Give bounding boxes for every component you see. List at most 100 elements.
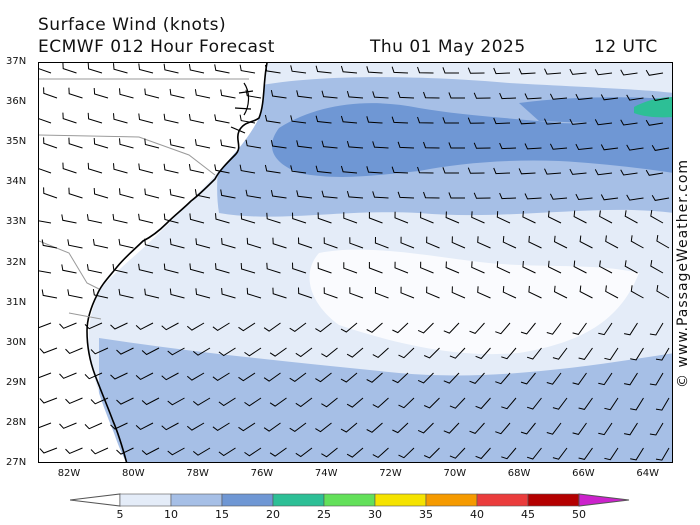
wind-barb: [295, 397, 313, 408]
wind-barb: [194, 139, 211, 149]
wind-barb: [598, 322, 613, 336]
wind-barb: [62, 63, 77, 74]
wind-barb: [290, 65, 307, 74]
wind-barb: [524, 143, 542, 150]
wind-barb: [315, 422, 332, 433]
wind-barb: [524, 193, 542, 200]
wind-barb: [39, 168, 52, 174]
wind-barb: [645, 69, 664, 76]
wind-barb: [346, 447, 364, 458]
wind-barb: [61, 264, 77, 274]
wind-barb: [240, 262, 256, 274]
wind-barb: [292, 212, 307, 224]
wind-barb: [340, 65, 358, 74]
wind-barb: [493, 167, 511, 175]
wind-barb: [569, 168, 587, 175]
wind-barb: [346, 397, 364, 408]
wind-barb: [272, 287, 287, 299]
wind-barb: [340, 322, 358, 333]
wind-barb: [398, 447, 415, 459]
wind-barb: [423, 91, 440, 99]
wind-barb: [600, 94, 619, 101]
lat-label-27n: 27N: [6, 457, 27, 468]
wind-barb: [238, 322, 256, 332]
wind-barb: [87, 112, 103, 124]
wind-barb: [524, 93, 542, 100]
wind-barb: [110, 372, 128, 380]
wind-barb: [445, 211, 460, 224]
wind-barb: [469, 322, 485, 334]
wind-barb: [135, 322, 154, 331]
wind-barb: [264, 64, 281, 74]
wind-barb: [194, 89, 211, 99]
wind-barb: [244, 447, 262, 457]
wind-barb: [295, 447, 313, 458]
wind-barb: [135, 422, 154, 431]
wind-barb: [423, 397, 440, 409]
wind-barb: [343, 212, 358, 224]
wind-barb: [135, 372, 154, 381]
wind-barb: [552, 347, 568, 360]
wind-barb: [39, 68, 52, 74]
legend-swatch-2: [221, 493, 274, 507]
wind-barb: [392, 372, 409, 384]
wind-barb: [448, 92, 465, 99]
wind-barb: [61, 214, 77, 224]
wind-barb: [473, 92, 491, 99]
wind-barb: [575, 93, 593, 101]
wind-barb: [467, 117, 485, 124]
wind-barb: [218, 447, 236, 457]
wind-barb: [346, 140, 364, 149]
wind-barb: [546, 322, 562, 335]
wind-barb: [655, 347, 670, 361]
wind-barb: [394, 261, 409, 274]
wind-barb: [93, 137, 109, 149]
wind-barb: [620, 169, 638, 176]
wind-barb: [426, 286, 440, 299]
wind-barb: [39, 270, 52, 274]
wind-barb: [579, 235, 593, 249]
wind-barb: [553, 285, 568, 299]
wind-barb: [214, 114, 230, 124]
legend-label-15: 15: [215, 508, 229, 521]
wind-barb: [501, 347, 517, 360]
wind-barb: [295, 347, 313, 358]
wind-map[interactable]: [38, 62, 673, 463]
wind-barb: [572, 322, 587, 335]
wind-barb: [599, 210, 613, 224]
wind-barb: [272, 237, 287, 249]
wind-barb: [340, 165, 358, 174]
wind-barb: [289, 322, 307, 333]
wind-barb: [520, 422, 536, 435]
wind-barb: [220, 189, 236, 199]
wind-barb: [113, 113, 128, 124]
forecast-model-label: ECMWF 012 Hour Forecast: [38, 37, 275, 57]
wind-barb: [62, 112, 77, 124]
wind-barb: [218, 347, 236, 357]
wind-barb: [518, 118, 536, 125]
wind-barb: [372, 447, 389, 459]
wind-barb: [266, 262, 281, 274]
wind-barb: [522, 210, 536, 224]
site-credit: © www.PassageWeather.com: [675, 158, 691, 388]
wind-barb: [649, 422, 664, 436]
wind-barb: [315, 65, 332, 74]
wind-barb: [323, 287, 338, 299]
wind-barb: [528, 285, 542, 299]
wind-barb: [244, 397, 262, 407]
wind-barb: [624, 422, 638, 436]
legend-swatch-4: [323, 493, 376, 507]
wind-barb: [144, 138, 160, 149]
wind-barb: [451, 236, 466, 249]
legend-label-40: 40: [470, 508, 484, 521]
wind-barb: [245, 189, 262, 199]
wind-barb: [269, 347, 287, 357]
wind-barb: [391, 66, 409, 74]
legend-arrow-high: [578, 493, 630, 507]
wind-barb: [39, 372, 52, 379]
wind-barb: [445, 261, 460, 274]
wind-barb: [549, 193, 568, 200]
state-borders: [39, 78, 249, 320]
wind-barb: [599, 260, 613, 274]
wind-barb: [549, 143, 568, 150]
